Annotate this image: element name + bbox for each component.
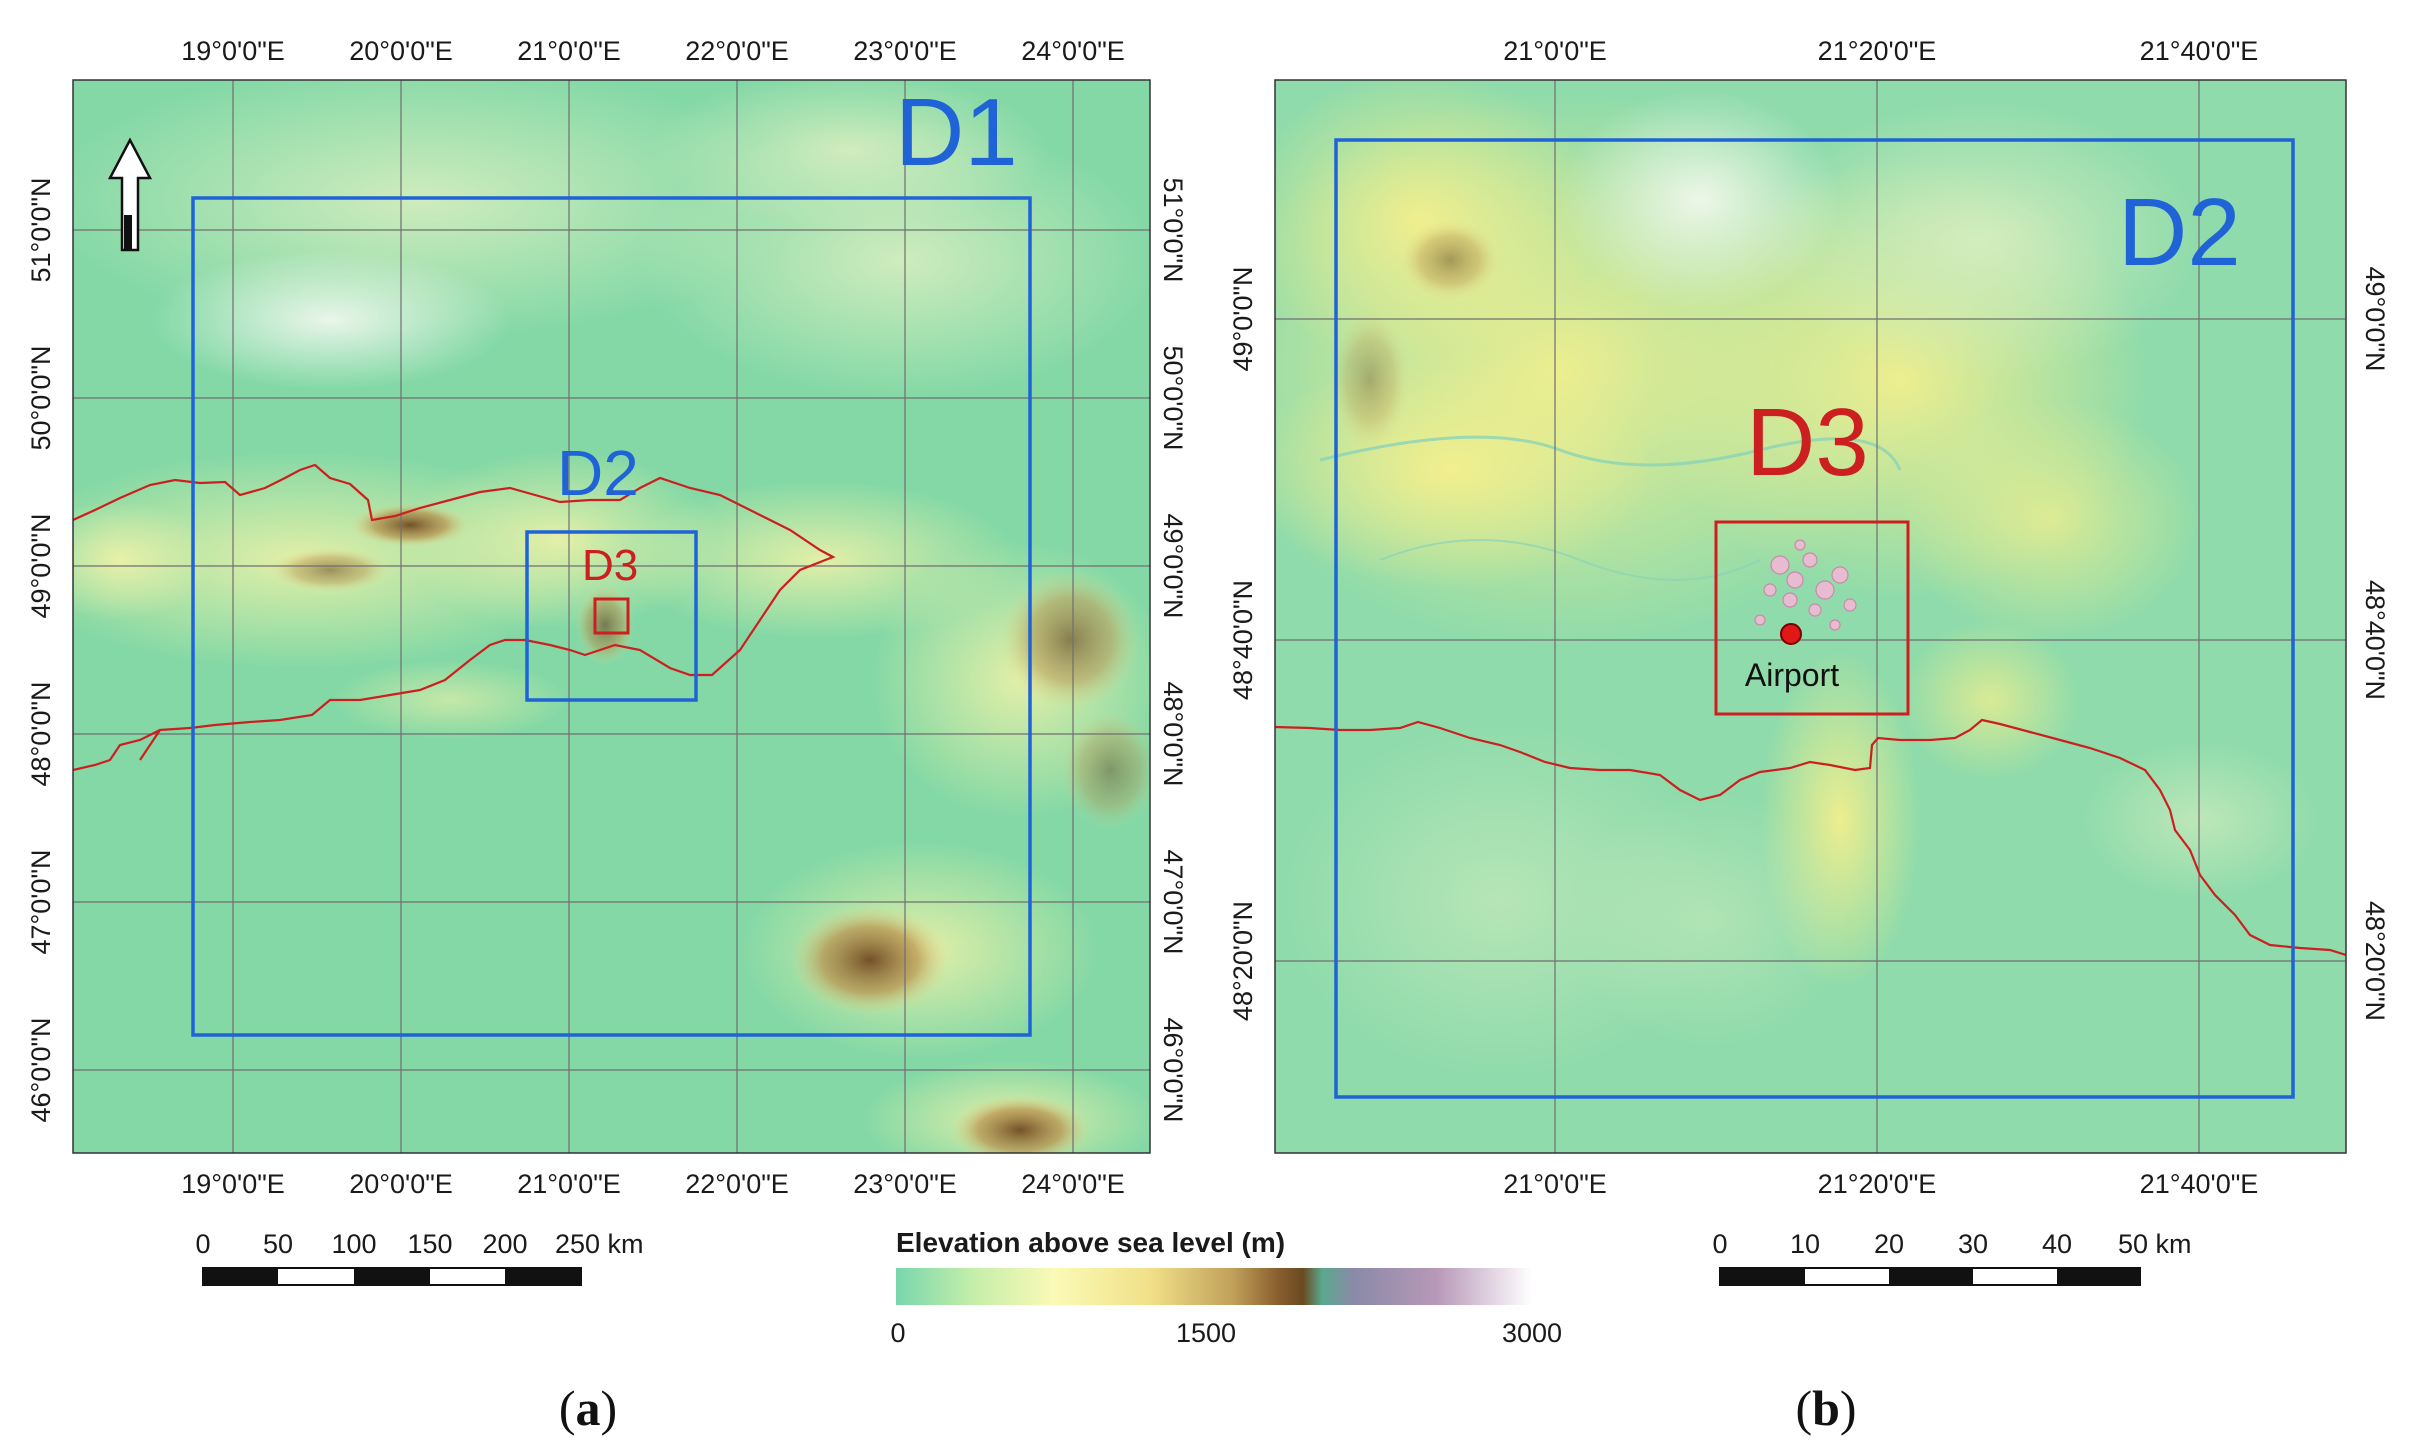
left-ticks-b: 49°0'0"N 48°40'0"N 48°20'0"N [1228, 266, 1258, 1021]
tick-label: 22°0'0"E [685, 36, 789, 66]
domain-d2-label-b: D2 [2118, 179, 2241, 286]
tick-label: 21°40'0"E [2140, 1169, 2259, 1199]
domain-d1-label-a: D1 [895, 79, 1018, 186]
tick-label: 51°0'0"N [26, 177, 56, 282]
bottom-ticks-b: 21°0'0"E 21°20'0"E 21°40'0"E [1503, 1169, 2258, 1199]
tick-label: 48°40'0"N [2360, 580, 2390, 700]
tick-label: 48°20'0"N [2360, 901, 2390, 1021]
tick-label: 50°0'0"N [1158, 345, 1188, 450]
airport-label: Airport [1745, 657, 1839, 693]
scale-tick-label: 40 [2042, 1229, 2072, 1259]
panel-label-a: (a) [559, 1380, 617, 1436]
domain-d1-box-a [191, 196, 1032, 1037]
scale-tick-label: 50 km [2118, 1229, 2192, 1259]
tick-label: 23°0'0"E [853, 36, 957, 66]
scale-tick-label: 0 [1712, 1229, 1727, 1259]
map-panel-a: D1 D2 D3 19°0'0"E 20°0'0"E 21°0'0"E 22°0… [26, 36, 1188, 1199]
panel-label-a-letter: a [576, 1380, 601, 1436]
tick-label: 49°0'0"N [1158, 513, 1188, 618]
tick-label: 21°0'0"E [1503, 36, 1607, 66]
bottom-ticks-a: 19°0'0"E 20°0'0"E 21°0'0"E 22°0'0"E 23°0… [181, 1169, 1125, 1199]
scale-tick-label: 200 [482, 1229, 527, 1259]
tick-label: 21°0'0"E [517, 36, 621, 66]
tick-label: 49°0'0"N [1228, 266, 1258, 371]
tick-label: 21°40'0"E [2140, 36, 2259, 66]
scale-tick-label: 150 [407, 1229, 452, 1259]
elevation-map-a [73, 80, 1150, 1153]
tick-label: 48°0'0"N [1158, 681, 1188, 786]
tick-label: 24°0'0"E [1021, 1169, 1125, 1199]
domain-d3-label-a: D3 [582, 541, 638, 590]
map-panel-b: D2 D3 Airport 21°0'0"E 21°20'0"E 21°40'0… [1228, 36, 2390, 1199]
tick-label: 22°0'0"E [685, 1169, 789, 1199]
country-border-a [73, 463, 836, 772]
tick-label: 46°0'0"N [1158, 1017, 1188, 1122]
tick-label: 19°0'0"E [181, 1169, 285, 1199]
right-ticks-b: 49°0'0"N 48°40'0"N 48°20'0"N [2360, 266, 2390, 1021]
tick-label: 48°0'0"N [26, 681, 56, 786]
tick-label: 49°0'0"N [26, 513, 56, 618]
tick-label: 24°0'0"E [1021, 36, 1125, 66]
scale-tick-label: 250 km [555, 1229, 644, 1259]
panel-label-b-letter: b [1812, 1380, 1840, 1436]
domain-d2-box-a [525, 530, 698, 702]
tick-label: 47°0'0"N [26, 849, 56, 954]
scale-tick-label: 10 [1790, 1229, 1820, 1259]
domain-d3-label-b: D3 [1746, 389, 1869, 496]
tick-label: 23°0'0"E [853, 1169, 957, 1199]
tick-label: 51°0'0"N [1158, 177, 1188, 282]
scale-tick-label: 50 [263, 1229, 293, 1259]
legend-mid-label: 1500 [1176, 1318, 1236, 1348]
tick-label: 49°0'0"N [2360, 266, 2390, 371]
tick-label: 21°0'0"E [1503, 1169, 1607, 1199]
elevation-legend: Elevation above sea level (m) 0 1500 300… [890, 1227, 1562, 1348]
tick-label: 48°40'0"N [1228, 580, 1258, 700]
tick-label: 21°20'0"E [1818, 1169, 1937, 1199]
tick-label: 19°0'0"E [181, 36, 285, 66]
domain-d2-label-a: D2 [557, 437, 639, 509]
domain-d3-box-a [593, 597, 630, 635]
graticule-b [1275, 80, 2346, 1153]
scale-tick-label: 20 [1874, 1229, 1904, 1259]
tick-label: 48°20'0"N [1228, 901, 1258, 1021]
tick-label: 21°20'0"E [1818, 36, 1937, 66]
domain-d2-box-b [1334, 138, 2295, 1099]
map-frame-b [1274, 79, 2347, 1154]
north-arrow-icon [107, 137, 153, 252]
tick-label: 50°0'0"N [26, 345, 56, 450]
legend-title: Elevation above sea level (m) [896, 1227, 1285, 1258]
legend-max-label: 3000 [1502, 1318, 1562, 1348]
country-border-b [1275, 718, 2346, 957]
top-ticks-a: 19°0'0"E 20°0'0"E 21°0'0"E 22°0'0"E 23°0… [181, 36, 1125, 66]
tick-label: 21°0'0"E [517, 1169, 621, 1199]
airport-marker [1780, 623, 1802, 645]
graticule-a [73, 80, 1150, 1153]
tick-label: 20°0'0"E [349, 1169, 453, 1199]
tick-label: 47°0'0"N [1158, 849, 1188, 954]
elevation-map-b [1275, 80, 2346, 1153]
left-ticks-a: 51°0'0"N 50°0'0"N 49°0'0"N 48°0'0"N 47°0… [26, 177, 56, 1122]
legend-color-ramp [896, 1268, 1532, 1305]
panel-label-b: (b) [1795, 1380, 1856, 1436]
top-ticks-b: 21°0'0"E 21°20'0"E 21°40'0"E [1503, 36, 2258, 66]
scale-tick-label: 30 [1958, 1229, 1988, 1259]
tick-label: 46°0'0"N [26, 1017, 56, 1122]
legend-min-label: 0 [890, 1318, 905, 1348]
right-ticks-a: 51°0'0"N 50°0'0"N 49°0'0"N 48°0'0"N 47°0… [1158, 177, 1188, 1122]
city-area [1754, 539, 1857, 631]
scale-bar-a: 0 50 100 150 200 250 km [195, 1229, 644, 1286]
tick-label: 20°0'0"E [349, 36, 453, 66]
scale-tick-label: 0 [195, 1229, 210, 1259]
map-frame-a [72, 79, 1151, 1154]
scale-bar-b: 0 10 20 30 40 50 km [1712, 1229, 2192, 1286]
scale-tick-label: 100 [331, 1229, 376, 1259]
domain-d3-box-b [1714, 520, 1910, 716]
